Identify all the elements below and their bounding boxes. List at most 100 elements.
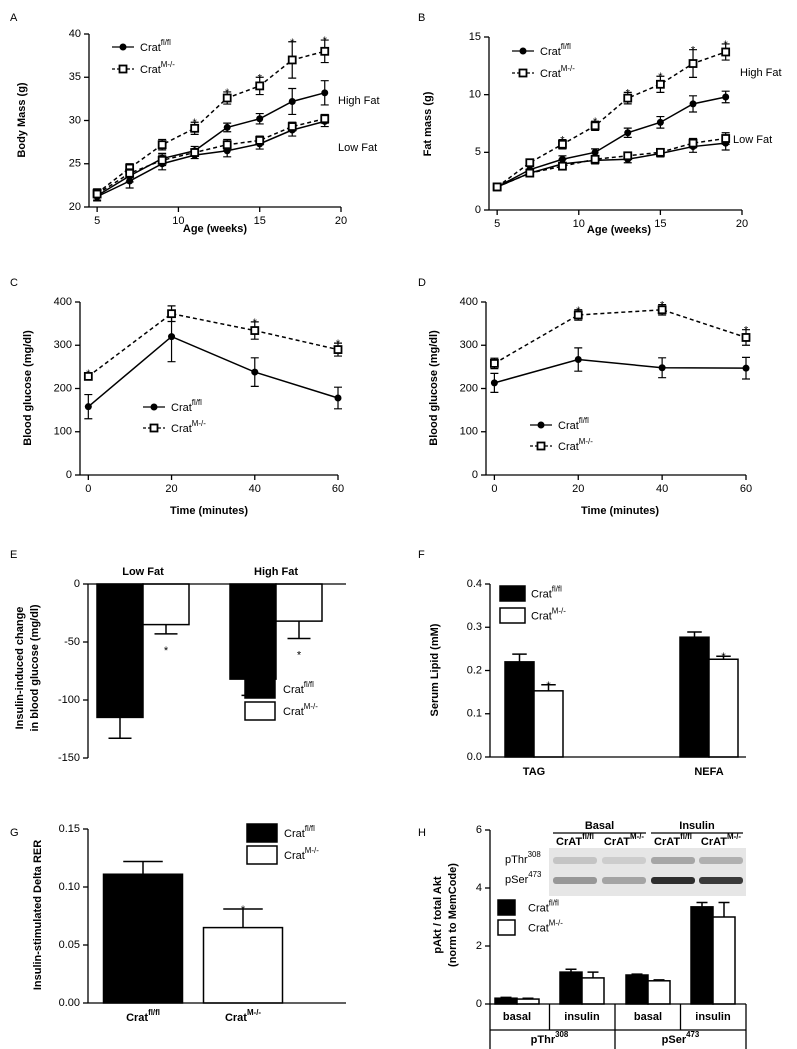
- significance-star: *: [253, 317, 258, 329]
- superscript: fl/fl: [161, 38, 171, 47]
- significance-star: *: [193, 117, 198, 129]
- y-tick-label: 25: [69, 158, 81, 170]
- error-bar: [123, 860, 163, 875]
- marker: [525, 168, 535, 178]
- panel-letter: B: [418, 12, 425, 24]
- marker: [573, 310, 583, 320]
- marker: [167, 309, 176, 319]
- legend-label: CratM-/-: [171, 419, 206, 435]
- y-tick-label: -50: [64, 636, 80, 648]
- y-tick-label: 0.3: [467, 621, 482, 633]
- panel-letter: D: [418, 277, 426, 289]
- marker: [590, 121, 600, 131]
- marker: [688, 59, 698, 68]
- text-part: Crat: [558, 420, 579, 432]
- legend-swatch: [244, 679, 276, 699]
- y-axis-label: (norm to MemCode): [447, 863, 459, 967]
- text-part: CrAT: [556, 836, 582, 848]
- blot-band: [651, 857, 695, 864]
- panel-letter: F: [418, 549, 425, 561]
- superscript: M-/-: [630, 832, 644, 841]
- y-tick-label: 100: [460, 426, 478, 438]
- x-tick-label: CratM-/-: [225, 1008, 261, 1024]
- superscript: fl/fl: [304, 680, 314, 689]
- y-tick-label: 200: [460, 382, 478, 394]
- marker: [742, 364, 750, 372]
- marker: [536, 441, 546, 451]
- legend-swatch: [499, 607, 526, 624]
- y-tick-label: -100: [58, 694, 80, 706]
- marker: [255, 81, 265, 91]
- legend-swatch: [497, 899, 516, 916]
- legend-swatch: [246, 823, 278, 843]
- error-bar: [718, 901, 730, 917]
- y-tick-label: 0.00: [59, 997, 80, 1009]
- blot-band: [699, 877, 743, 884]
- y-axis-label: Blood glucose (mg/dl): [22, 330, 34, 446]
- superscript: fl/fl: [561, 42, 571, 51]
- group-label: Low Fat: [733, 134, 772, 146]
- marker: [623, 151, 633, 161]
- marker: [168, 333, 176, 341]
- blot-band: [651, 877, 695, 884]
- text-part: Crat: [140, 42, 161, 54]
- superscript: M-/-: [247, 1008, 261, 1017]
- marker: [255, 135, 265, 145]
- superscript: fl/fl: [148, 1008, 160, 1017]
- marker: [489, 359, 499, 368]
- legend-swatch: [244, 701, 276, 721]
- y-axis-label: Fat mass (g): [422, 91, 434, 156]
- y-axis-label: Insulin-induced change: [14, 607, 26, 730]
- marker: [222, 140, 232, 150]
- marker: [658, 364, 666, 372]
- series-line: [96, 50, 325, 194]
- y-tick-label: 15: [469, 31, 481, 43]
- marker: [250, 326, 260, 335]
- blot-lane-label: CrATM-/-: [604, 832, 644, 848]
- legend-label: Cratfl/fl: [171, 398, 202, 414]
- marker: [490, 379, 498, 387]
- significance-star: *: [258, 72, 263, 84]
- y-tick-label: 0.15: [59, 823, 80, 835]
- superscript: M-/-: [549, 919, 563, 928]
- bar: [712, 916, 736, 1005]
- bar: [581, 977, 605, 1005]
- y-tick-label: 400: [54, 296, 72, 308]
- text-part: pThr: [531, 1034, 556, 1046]
- superscript: M-/-: [305, 846, 319, 855]
- y-tick-label: 5: [475, 146, 481, 158]
- marker: [84, 403, 92, 411]
- superscript: fl/fl: [305, 824, 315, 833]
- y-tick-label: 40: [69, 28, 81, 40]
- superscript: M-/-: [561, 64, 575, 73]
- y-tick-label: 10: [469, 89, 481, 101]
- legend-label: CratM-/-: [284, 846, 319, 862]
- bar: [102, 873, 184, 1004]
- category-group-label: pThr308: [531, 1030, 569, 1046]
- text-part: Crat: [284, 850, 305, 862]
- marker: [655, 147, 665, 157]
- superscript: 308: [528, 850, 542, 859]
- x-tick-label: 20: [335, 215, 347, 227]
- significance-star: *: [744, 325, 749, 337]
- bar: [494, 997, 518, 1005]
- text-part: Crat: [171, 423, 192, 435]
- bar: [202, 926, 284, 1004]
- marker: [623, 93, 633, 103]
- panel-letter: E: [10, 549, 17, 561]
- bar: [708, 658, 739, 758]
- marker: [334, 394, 342, 402]
- marker: [722, 93, 730, 101]
- legend-label: Cratfl/fl: [531, 585, 562, 601]
- text-part: Crat: [171, 402, 192, 414]
- y-tick-label: 0.10: [59, 881, 80, 893]
- y-tick-label: -150: [58, 752, 80, 764]
- series-line: [96, 118, 325, 195]
- y-tick-label: 100: [54, 426, 72, 438]
- bar: [504, 661, 535, 758]
- legend-label: CratM-/-: [528, 919, 563, 935]
- blot-lane-label: CrATM-/-: [701, 832, 741, 848]
- x-tick-label: 5: [94, 215, 100, 227]
